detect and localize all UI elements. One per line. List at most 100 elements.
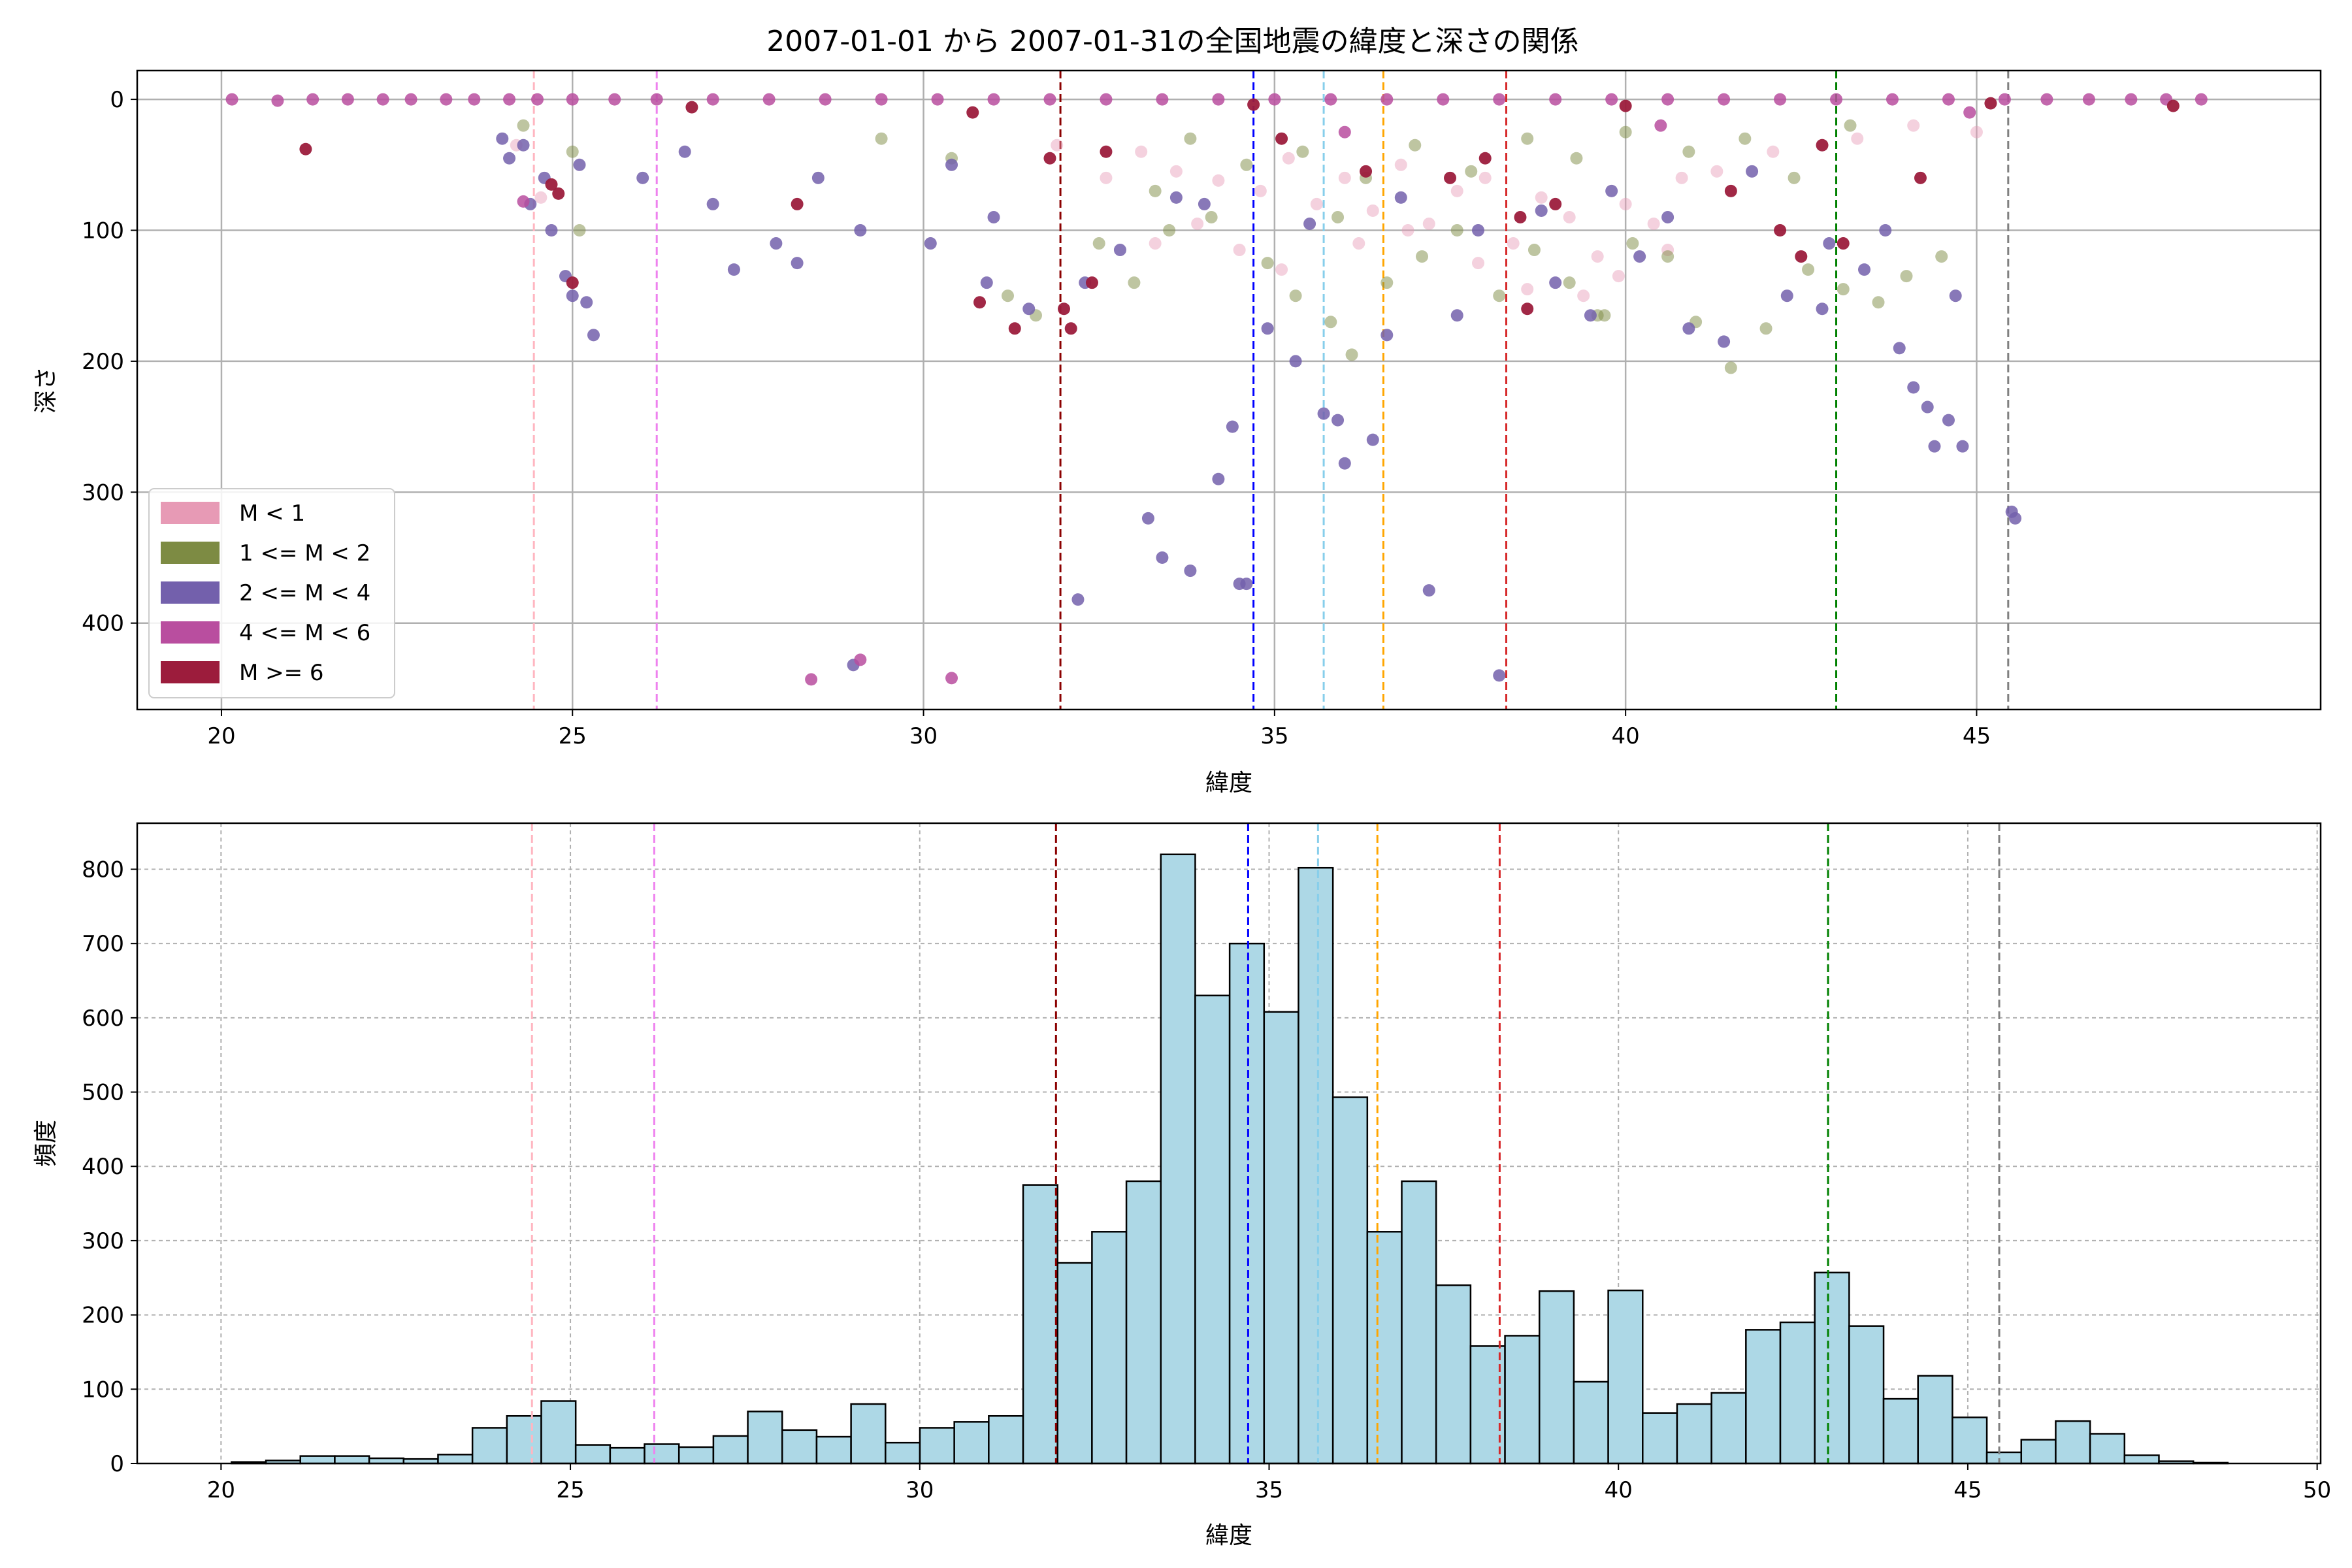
histogram-bar xyxy=(506,1414,542,1465)
legend-swatch xyxy=(161,661,220,683)
scatter-point xyxy=(1422,217,1435,230)
scatter-point xyxy=(1739,132,1752,145)
histogram-bar xyxy=(540,1400,577,1465)
histogram-bar xyxy=(747,1411,783,1465)
scatter-point xyxy=(2040,93,2053,106)
scatter-point xyxy=(706,93,719,106)
scatter-point xyxy=(1401,224,1414,237)
scatter-point xyxy=(503,152,516,165)
scatter-point xyxy=(1338,457,1351,470)
scatter-point xyxy=(376,93,389,106)
scatter-point xyxy=(1135,145,1148,158)
scatter-point xyxy=(678,145,691,158)
histogram-bar xyxy=(1538,1290,1575,1465)
scatter-point xyxy=(440,93,453,106)
scatter-point xyxy=(573,224,586,237)
scatter-point xyxy=(1507,237,1520,250)
scatter-point xyxy=(1521,283,1534,296)
scatter-point xyxy=(1416,250,1429,263)
scatter-point xyxy=(770,237,783,250)
scatter-point xyxy=(819,93,832,106)
scatter-point xyxy=(1619,125,1632,139)
scatter-point xyxy=(1212,472,1225,485)
histogram-bar xyxy=(1917,1375,1953,1465)
scatter-point xyxy=(1605,93,1618,106)
scatter-axes-frame xyxy=(136,69,2322,711)
scatter-point xyxy=(1626,237,1639,250)
histogram-y-tick-label: 200 xyxy=(82,1303,124,1329)
legend-label: M >= 6 xyxy=(239,660,324,686)
scatter-point xyxy=(1233,244,1246,257)
scatter-point xyxy=(980,276,993,289)
scatter-point xyxy=(1443,171,1456,184)
histogram-bar xyxy=(1435,1284,1472,1465)
scatter-legend: M < 1 1 <= M < 2 2 <= M < 4 4 <= M < 6 M >= … xyxy=(148,488,395,698)
scatter-point xyxy=(1141,512,1154,525)
scatter-x-tick-label: 35 xyxy=(1260,723,1288,749)
scatter-point xyxy=(1282,152,1295,165)
histogram-x-tick-label: 40 xyxy=(1605,1477,1633,1503)
histogram-x-tick-label: 20 xyxy=(207,1477,235,1503)
histogram-y-tick-label: 100 xyxy=(82,1377,124,1403)
scatter-point xyxy=(2125,93,2138,106)
scatter-point xyxy=(1191,217,1204,230)
scatter-point xyxy=(1661,250,1674,263)
scatter-point xyxy=(1837,283,1850,296)
scatter-point xyxy=(1767,145,1780,158)
scatter-point xyxy=(1633,250,1646,263)
scatter-point xyxy=(1998,93,2011,106)
scatter-point xyxy=(1324,316,1337,329)
scatter-point xyxy=(791,257,804,270)
scatter-point xyxy=(1724,361,1737,374)
scatter-point xyxy=(811,171,825,184)
scatter-point xyxy=(1345,348,1358,361)
scatter-point xyxy=(1128,276,1141,289)
scatter-point xyxy=(1303,217,1316,230)
scatter-point xyxy=(1317,407,1330,420)
scatter-point xyxy=(1563,276,1576,289)
scatter-point xyxy=(1471,257,1484,270)
histogram-reference-lines xyxy=(531,823,2001,1463)
scatter-point xyxy=(1450,224,1463,237)
histogram-bar xyxy=(2089,1433,2126,1465)
scatter-point xyxy=(1100,145,1113,158)
scatter-point xyxy=(1380,329,1394,342)
scatter-point xyxy=(1661,210,1674,223)
scatter-point xyxy=(496,132,509,145)
scatter-point xyxy=(1563,210,1576,223)
scatter-point xyxy=(1921,400,1934,414)
histogram-bar xyxy=(609,1446,645,1465)
scatter-point xyxy=(1549,93,1562,106)
scatter-point xyxy=(1268,93,1281,106)
histogram-y-tick-label: 600 xyxy=(82,1005,124,1032)
histogram-bar xyxy=(1676,1403,1712,1465)
scatter-point xyxy=(1605,184,1618,197)
scatter-point xyxy=(1521,132,1534,145)
histogram-bar xyxy=(2123,1454,2160,1465)
scatter-point xyxy=(1156,93,1169,106)
scatter-point xyxy=(1549,197,1562,210)
scatter-y-tick-label: 400 xyxy=(82,611,124,637)
scatter-point xyxy=(1724,184,1737,197)
scatter-point xyxy=(2009,512,2022,525)
scatter-point xyxy=(1816,139,1829,152)
scatter-point xyxy=(341,93,354,106)
scatter-point xyxy=(1296,145,1309,158)
scatter-point xyxy=(1254,184,1267,197)
scatter-point xyxy=(1795,250,1808,263)
scatter-point xyxy=(1163,224,1176,237)
scatter-point xyxy=(1226,420,1239,433)
histogram-bar xyxy=(988,1414,1024,1465)
histogram-bar xyxy=(1263,1011,1299,1465)
scatter-point xyxy=(566,93,579,106)
histogram-bar xyxy=(437,1454,474,1465)
scatter-point xyxy=(854,653,867,666)
scatter-x-tick-label: 45 xyxy=(1963,723,1991,749)
scatter-point xyxy=(1570,152,1583,165)
scatter-point xyxy=(1247,98,1260,111)
histogram-bar xyxy=(1160,853,1196,1465)
scatter-point xyxy=(1465,165,1478,178)
scatter-point xyxy=(1598,309,1611,322)
